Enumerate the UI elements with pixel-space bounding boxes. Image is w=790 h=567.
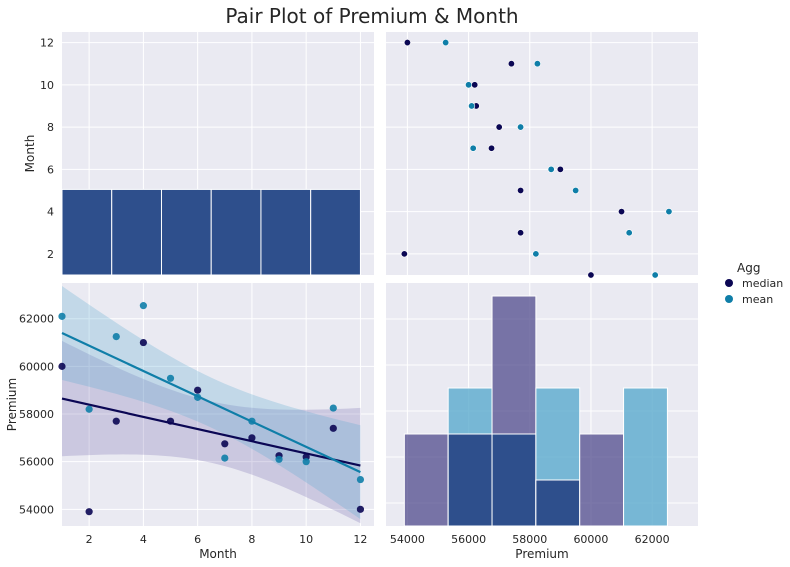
month-histogram-bar: [160, 188, 212, 276]
scatter-point-median: [221, 440, 229, 448]
scatter-point-mean: [112, 333, 120, 341]
scatter-point-mean: [572, 186, 580, 194]
month-histogram-bar: [61, 188, 113, 276]
regression-line-mean: [61, 332, 361, 474]
y-tick-label-month: 10: [40, 79, 54, 92]
scatter-point-median: [403, 39, 411, 47]
scatter-point-mean: [85, 405, 93, 413]
x-tick-label-month: 8: [248, 533, 255, 546]
scatter-point-mean: [275, 455, 283, 463]
scatter-point-median: [85, 508, 93, 516]
x-tick-label-month: 10: [299, 533, 313, 546]
scatter-point-mean: [517, 123, 525, 131]
scatter-point-median: [587, 271, 595, 279]
premium-histogram-bar-median: [403, 433, 449, 527]
month-histogram-bar: [310, 188, 361, 276]
scatter-point-mean: [532, 250, 540, 258]
x-tick-label-premium: 60000: [573, 533, 608, 546]
month-histogram-bar: [210, 188, 262, 276]
x-tick-label-premium: 56000: [451, 533, 486, 546]
month-histogram-bar: [260, 188, 312, 276]
legend-marker-median: [725, 279, 733, 287]
x-tick-label-month: 4: [140, 533, 147, 546]
premium-histogram-bar-median: [579, 433, 625, 527]
scatter-point-median: [517, 229, 525, 237]
scatter-point-median: [495, 123, 503, 131]
legend-label-median: median: [742, 277, 783, 290]
scatter-point-mean: [442, 39, 450, 47]
scatter-point-median: [139, 338, 147, 347]
legend-label-mean: mean: [742, 293, 773, 306]
y-axis-label-month: Month: [23, 135, 37, 173]
premium-histogram-bar-overlap: [491, 433, 537, 527]
y-tick-label-month: 12: [40, 37, 54, 50]
legend-marker-mean: [725, 295, 733, 303]
scatter-point-median: [517, 186, 525, 194]
scatter-point-mean: [651, 271, 659, 279]
y-tick-label-premium: 58000: [19, 408, 54, 421]
panel-tr-background: [386, 32, 698, 275]
premium-histogram-bar-overlap: [447, 433, 493, 527]
x-tick-label-month: 6: [194, 533, 201, 546]
legend-title: Agg: [737, 261, 760, 275]
x-tick-label-month: 12: [353, 533, 367, 546]
scatter-point-median: [618, 208, 626, 216]
scatter-point-median: [400, 250, 408, 258]
y-axis-label-premium: Premium: [5, 378, 19, 431]
y-tick-label-premium: 56000: [19, 456, 54, 469]
scatter-point-mean: [356, 475, 365, 484]
scatter-point-mean: [665, 208, 673, 216]
scatter-point-mean: [194, 393, 202, 401]
y-tick-label-month: 8: [47, 121, 54, 134]
scatter-point-mean: [533, 60, 541, 68]
scatter-point-median: [112, 417, 120, 425]
scatter-point-mean: [465, 81, 473, 89]
scatter-point-mean: [625, 229, 633, 237]
x-axis-label-month: Month: [199, 547, 237, 561]
scatter-point-mean: [248, 417, 256, 425]
panel-bl-background: [62, 283, 374, 526]
scatter-point-median: [356, 505, 365, 513]
x-tick-label-premium: 62000: [635, 533, 670, 546]
scatter-point-mean: [221, 454, 229, 462]
y-tick-label-month: 4: [47, 206, 54, 219]
scatter-point-mean: [58, 312, 66, 320]
x-tick-label-month: 2: [86, 533, 93, 546]
scatter-point-mean: [469, 144, 477, 152]
y-tick-label-premium: 62000: [19, 313, 54, 326]
y-tick-label-premium: 54000: [19, 503, 54, 516]
scatter-point-median: [58, 362, 66, 370]
scatter-point-median: [488, 144, 496, 152]
y-tick-label-month: 6: [47, 163, 54, 176]
scatter-point-mean: [468, 102, 476, 110]
x-tick-label-premium: 54000: [390, 533, 425, 546]
scatter-point-mean: [329, 404, 337, 412]
scatter-point-median: [329, 424, 337, 432]
scatter-point-median: [556, 165, 564, 173]
chart-title: Pair Plot of Premium & Month: [225, 4, 518, 28]
y-tick-label-premium: 60000: [19, 360, 54, 373]
scatter-point-median: [507, 60, 515, 68]
scatter-point-mean: [547, 165, 555, 173]
premium-histogram-bar-mean: [623, 387, 668, 527]
scatter-point-mean: [302, 458, 310, 466]
scatter-point-median: [471, 81, 479, 89]
scatter-point-mean: [139, 302, 147, 310]
scatter-point-median: [166, 417, 175, 425]
legend: Agg median mean: [725, 261, 783, 306]
premium-histogram-bar-overlap: [535, 479, 581, 527]
scatter-point-median: [248, 434, 256, 442]
scatter-point-median: [194, 386, 202, 394]
month-histogram-bar: [111, 188, 162, 276]
regression-line-median: [61, 397, 361, 467]
scatter-point-mean: [166, 374, 175, 382]
x-axis-label-premium: Premium: [515, 547, 568, 561]
y-tick-label-month: 2: [47, 248, 54, 261]
x-tick-label-premium: 58000: [512, 533, 547, 546]
